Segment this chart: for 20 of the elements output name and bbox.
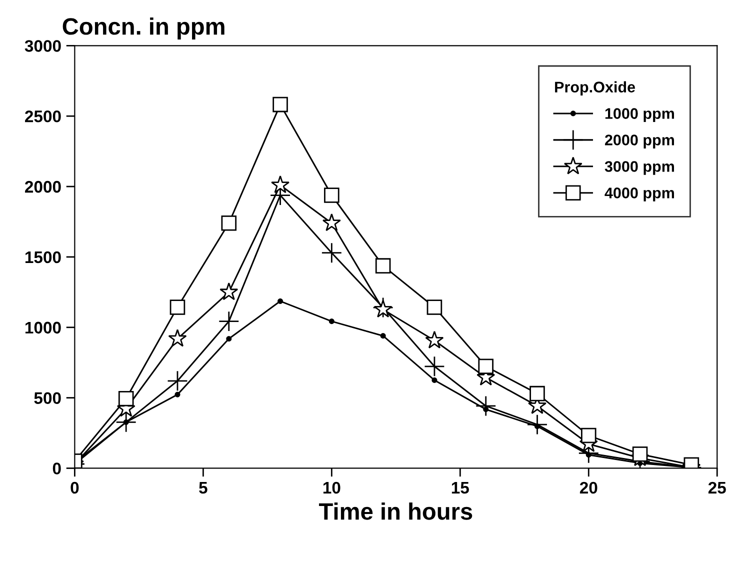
y-tick-label: 2500 (25, 110, 61, 122)
legend-label: 2000 ppm (604, 134, 674, 148)
x-axis-title: Time in hours (318, 502, 472, 520)
y-tick-label: 0 (52, 462, 61, 474)
chart-title: Concn. in ppm (62, 17, 224, 40)
legend-label: 3000 ppm (604, 161, 674, 175)
x-tick-label: 5 (199, 482, 208, 494)
x-tick-label: 25 (708, 482, 726, 494)
legend-label: 1000 ppm (605, 108, 674, 122)
x-tick-label: 20 (580, 482, 598, 494)
y-tick-label: 3000 (24, 40, 61, 52)
x-tick-label: 10 (323, 482, 340, 494)
x-tick-label: 0 (70, 482, 79, 494)
x-tick-label: 15 (452, 482, 469, 494)
y-tick-label: 1500 (25, 251, 61, 264)
legend-title: Prop.Oxide (555, 81, 636, 96)
y-tick-label: 500 (34, 392, 61, 404)
y-tick-label: 2000 (25, 180, 61, 193)
y-tick-label: 1000 (25, 322, 61, 334)
legend-label: 4000 ppm (604, 188, 674, 202)
